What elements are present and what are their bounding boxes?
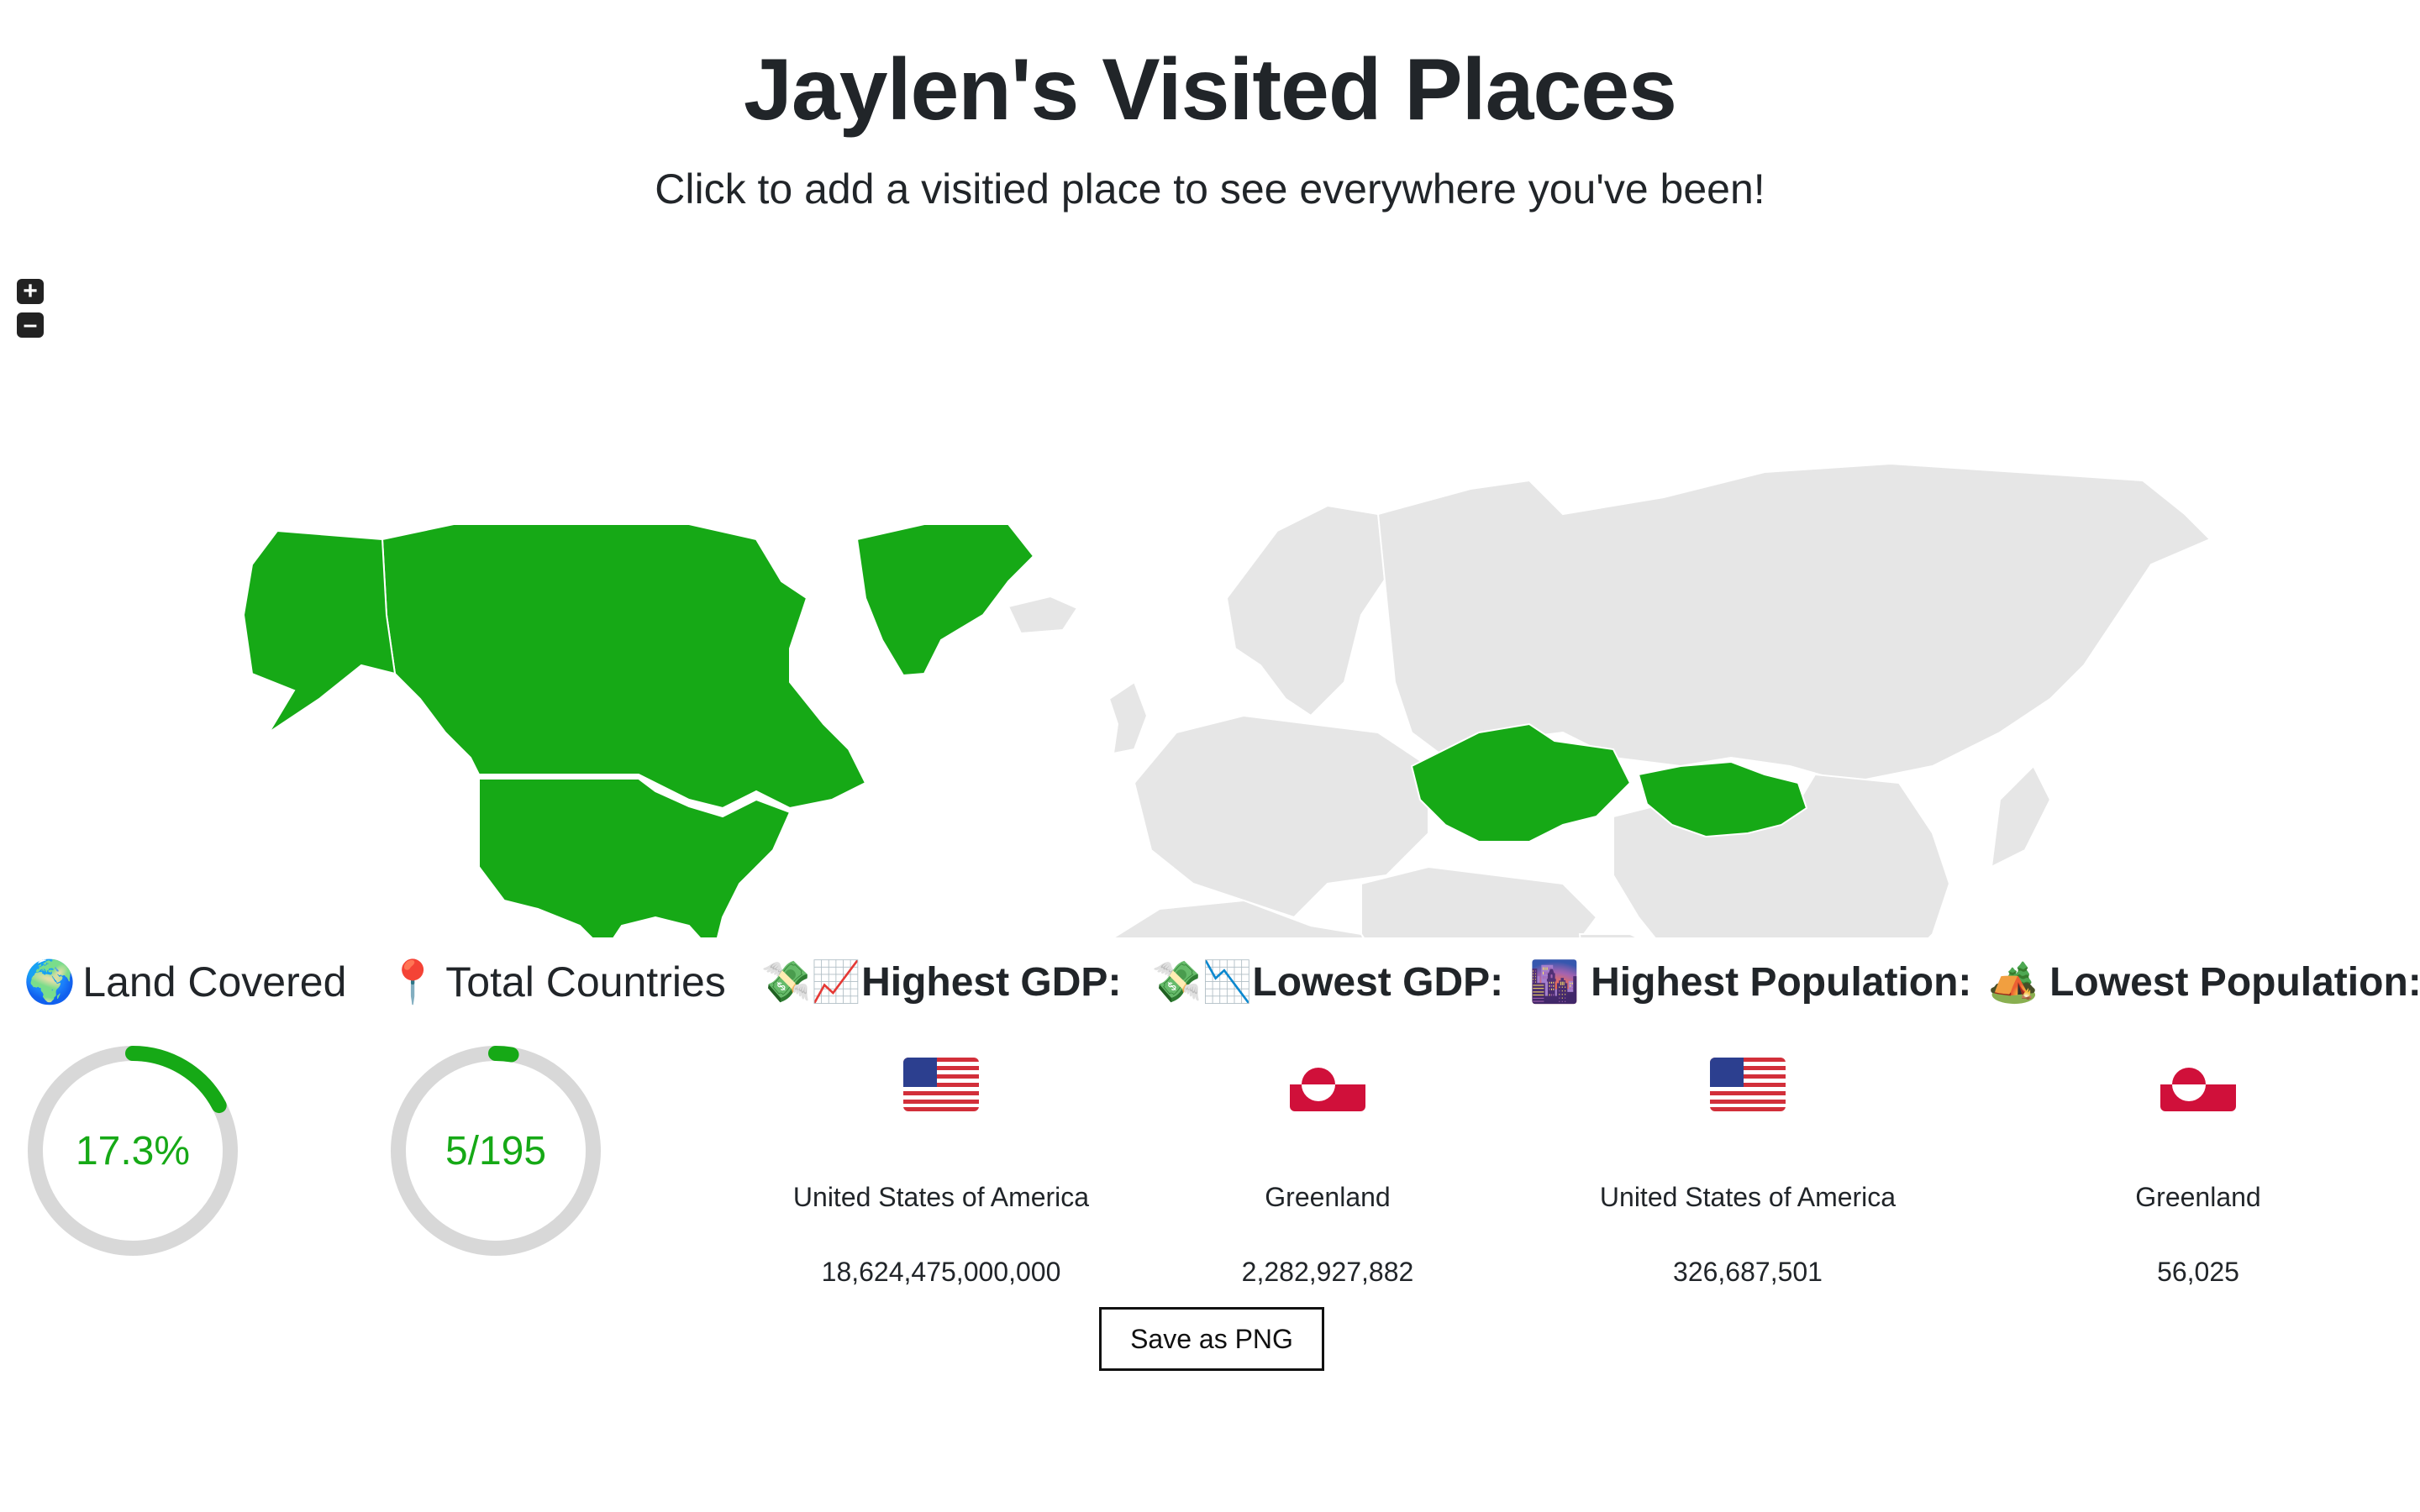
highest-gdp-metric: 💸📈Highest GDP: United States of America … xyxy=(756,958,1126,1288)
highest-population-label: Highest Population: xyxy=(1591,960,1972,1005)
country-india[interactable] xyxy=(1578,933,1697,937)
highest-gdp-value: 18,624,475,000,000 xyxy=(821,1257,1061,1287)
money-chart-up-icon: 💸📈 xyxy=(760,960,862,1005)
total-countries-value: 5/195 xyxy=(445,1128,547,1173)
highest-gdp-label: Highest GDP: xyxy=(861,960,1122,1005)
total-countries-title: 📍 Total Countries xyxy=(387,958,726,1007)
city-icon: 🌆 xyxy=(1529,960,1580,1005)
highest-population-country: United States of America xyxy=(1599,1182,1897,1212)
country-iceland[interactable] xyxy=(1007,595,1079,635)
country-usa[interactable] xyxy=(478,778,792,937)
highest-gdp-country: United States of America xyxy=(792,1182,1090,1212)
us-flag xyxy=(1710,1058,1786,1111)
save-as-png-button[interactable]: Save as PNG xyxy=(1099,1307,1324,1371)
lowest-population-title: 🏕️ Lowest Population: xyxy=(1988,958,2420,1005)
highest-population-value: 326,687,501 xyxy=(1673,1257,1823,1287)
lowest-population-label: Lowest Population: xyxy=(2049,960,2420,1005)
country-japan[interactable] xyxy=(1990,764,2052,869)
us-flag xyxy=(903,1058,979,1111)
country-uk[interactable] xyxy=(1107,680,1149,755)
lowest-population-country: Greenland xyxy=(2135,1182,2261,1212)
lowest-gdp-title: 💸📉Lowest GDP: xyxy=(1151,958,1504,1005)
lowest-gdp-value: 2,282,927,882 xyxy=(1241,1257,1414,1287)
zoom-out-button[interactable]: – xyxy=(17,312,44,338)
highest-population-metric: 🌆 Highest Population: United States of A… xyxy=(1529,958,1971,1288)
camping-icon: 🏕️ xyxy=(1988,960,2039,1005)
world-map[interactable]: + – xyxy=(0,262,2420,937)
highest-population-title: 🌆 Highest Population: xyxy=(1529,958,1971,1005)
highest-gdp-title: 💸📈Highest GDP: xyxy=(756,958,1126,1005)
world-map-svg[interactable] xyxy=(0,262,2420,937)
land-covered-progress xyxy=(28,1046,238,1256)
money-chart-down-icon: 💸📉 xyxy=(1151,960,1253,1005)
region-africa[interactable] xyxy=(1084,899,1445,937)
land-covered-stat: 🌍 Land Covered 17.3% xyxy=(24,958,346,1256)
lowest-gdp-country: Greenland xyxy=(1265,1182,1391,1212)
total-countries-label: Total Countries xyxy=(445,958,726,1005)
country-kazakhstan[interactable] xyxy=(1410,722,1632,843)
total-countries-progress xyxy=(391,1046,601,1256)
greenland-flag xyxy=(1290,1058,1365,1111)
land-covered-label: Land Covered xyxy=(82,958,347,1005)
region-scandinavia[interactable] xyxy=(1225,504,1397,717)
region-middle-east[interactable] xyxy=(1360,865,1598,937)
region-europe[interactable] xyxy=(1133,714,1429,919)
greenland-flag xyxy=(2160,1058,2236,1111)
lowest-population-metric: 🏕️ Lowest Population: Greenland 56,025 xyxy=(1988,958,2420,1288)
country-canada[interactable] xyxy=(381,523,867,810)
land-covered-ring: 17.3% xyxy=(24,1042,242,1260)
globe-icon: 🌍 xyxy=(24,958,76,1005)
country-greenland[interactable] xyxy=(855,523,1035,677)
lowest-gdp-label: Lowest GDP: xyxy=(1252,960,1504,1005)
total-countries-ring: 5/195 xyxy=(387,1042,605,1260)
pin-icon: 📍 xyxy=(387,958,439,1005)
land-covered-title: 🌍 Land Covered xyxy=(24,958,346,1007)
zoom-in-button[interactable]: + xyxy=(17,279,44,304)
lowest-gdp-metric: 💸📉Lowest GDP: Greenland 2,282,927,882 xyxy=(1151,958,1504,1288)
total-countries-stat: 📍 Total Countries 5/195 xyxy=(387,958,726,1256)
land-covered-value: 17.3% xyxy=(75,1128,191,1173)
country-mongolia[interactable] xyxy=(1637,760,1808,838)
page-title: Jaylen's Visited Places xyxy=(744,41,1677,139)
country-alaska[interactable] xyxy=(242,529,397,733)
lowest-population-value: 56,025 xyxy=(2157,1257,2239,1287)
page-subtitle: Click to add a visitied place to see eve… xyxy=(655,165,1765,213)
